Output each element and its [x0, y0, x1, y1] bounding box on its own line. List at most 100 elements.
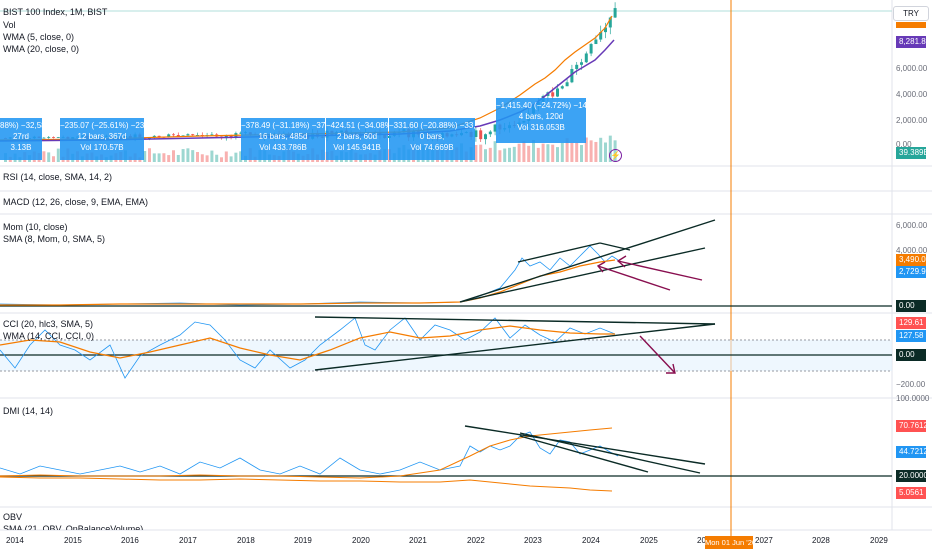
candle-body	[172, 134, 175, 136]
dmi-indicator-label[interactable]: DMI (14, 14)	[3, 406, 54, 416]
wma5-indicator-label[interactable]: WMA (5, close, 0)	[3, 32, 75, 42]
pane-separators	[0, 0, 932, 531]
volume-bar	[556, 147, 559, 162]
candle-body	[608, 17, 612, 28]
cci-wma-indicator-label[interactable]: WMA (14, CCI, CCI, 0)	[3, 331, 95, 341]
volume-bar	[148, 148, 151, 162]
candle-body	[52, 137, 55, 139]
measure-box[interactable]: 88%) −32,587 27rd 3.13B	[0, 118, 42, 160]
lightning-icon[interactable]: ⚡	[609, 149, 622, 162]
vol-indicator-label[interactable]: Vol	[3, 20, 16, 30]
volume-bar	[565, 138, 569, 162]
candle-body	[584, 53, 588, 63]
candle-body	[191, 134, 195, 136]
candle-body	[167, 134, 171, 138]
year-label: 2020	[352, 536, 370, 545]
volume-bar	[532, 140, 535, 162]
candle-body	[488, 131, 492, 135]
cursor-date-badge: Mon 01 Jun '26	[705, 536, 753, 549]
measure-box[interactable]: −424.51 (−34.08%) −4 2 bars, 60d Vol 145…	[326, 118, 388, 160]
measure-change: −235.07 (−25.61%) −23,507	[60, 121, 144, 130]
price-axis-tick: 6,000.00	[896, 64, 928, 73]
obv-sma-indicator-label[interactable]: SMA (21, OBV, OnBalanceVolume)	[3, 524, 144, 530]
candle-body	[551, 92, 555, 97]
volume-bar	[484, 149, 487, 162]
volume-badge: 39.389B	[896, 147, 926, 159]
measure-duration: 2 bars, 60d	[336, 132, 378, 141]
candle-body	[239, 132, 243, 134]
year-label: 2019	[294, 536, 312, 545]
dmi-pane-plot	[0, 425, 892, 492]
measure-duration: 27rd	[12, 132, 29, 141]
volume-bar	[517, 143, 521, 162]
dmi-level-badge: 20.0000	[896, 470, 926, 482]
volume-bar	[172, 150, 175, 162]
measure-box[interactable]: −235.07 (−25.61%) −23,507 12 bars, 367d …	[60, 118, 144, 160]
candle-body	[229, 135, 233, 138]
cci-axis-tick: −200.00	[896, 380, 926, 389]
volume-bar	[584, 137, 588, 162]
measure-change: −1,415.40 (−24.72%) −141,540	[496, 101, 586, 110]
candle-body	[493, 124, 497, 132]
rsi-indicator-label[interactable]: RSI (14, close, SMA, 14, 2)	[3, 172, 113, 182]
volume-bar	[239, 151, 243, 162]
volume-bar	[56, 148, 60, 162]
volume-bar	[580, 145, 583, 162]
volume-bar	[604, 142, 607, 162]
measure-change: −378.49 (−31.18%) −37,849	[241, 121, 325, 130]
cci-zero-badge: 0.00	[896, 349, 926, 361]
candle-body	[152, 135, 156, 138]
currency-button[interactable]: TRY	[893, 6, 929, 21]
mom-sma-indicator-label[interactable]: SMA (8, Mom, 0, SMA, 5)	[3, 234, 106, 244]
year-label: 2014	[6, 536, 24, 545]
cci-indicator-label[interactable]: CCI (20, hlc3, SMA, 5)	[3, 319, 94, 329]
wma20-indicator-label[interactable]: WMA (20, close, 0)	[3, 44, 80, 54]
price-axis-tick: 4,000.00	[896, 90, 928, 99]
year-label: 2022	[467, 536, 485, 545]
mom-indicator-label[interactable]: Mom (10, close)	[3, 222, 68, 232]
candle-body	[196, 134, 199, 136]
mom-badge: 3,490.00	[896, 254, 926, 266]
volume-bar	[152, 153, 156, 162]
mom-sma-badge: 2,729.98	[896, 266, 926, 278]
measure-volume: Vol 316.053B	[517, 123, 565, 132]
measure-change: −331.60 (−20.88%) −33,160	[389, 121, 475, 130]
volume-bar	[181, 149, 185, 162]
volume-bar	[143, 151, 147, 162]
volume-bar	[522, 141, 526, 162]
year-label: 2017	[179, 536, 197, 545]
year-label: 2015	[64, 536, 82, 545]
candle-body	[484, 134, 487, 140]
volume-bar	[234, 152, 238, 162]
volume-bar	[541, 143, 545, 162]
volume-bar	[594, 141, 598, 162]
candle-body	[42, 137, 46, 139]
volume-bar	[488, 147, 492, 162]
candle-body	[474, 130, 478, 137]
year-label: 2024	[582, 536, 600, 545]
macd-indicator-label[interactable]: MACD (12, 26, close, 9, EMA, EMA)	[3, 197, 149, 207]
cci-pane-plot	[0, 316, 892, 379]
volume-bar	[474, 145, 478, 162]
year-label: 2018	[237, 536, 255, 545]
measure-box[interactable]: −331.60 (−20.88%) −33,160 0 bars, Vol 74…	[389, 118, 475, 160]
candle-body	[556, 88, 559, 97]
measure-box[interactable]: −378.49 (−31.18%) −37,849 16 bars, 485d …	[241, 118, 325, 160]
volume-bar	[215, 154, 219, 162]
year-label: 2029	[870, 536, 888, 545]
measure-change: −424.51 (−34.08%) −4	[326, 121, 388, 130]
volume-bar	[162, 153, 166, 162]
cci-wma-badge: 127.58	[896, 330, 926, 342]
measure-duration: 4 bars, 120d	[518, 112, 564, 121]
obv-indicator-label[interactable]: OBV	[3, 512, 23, 522]
volume-bar	[220, 157, 223, 162]
measure-box[interactable]: −1,415.40 (−24.72%) −141,540 4 bars, 120…	[496, 98, 586, 143]
volume-bar	[608, 135, 612, 162]
mom-axis-tick: 6,000.00	[896, 221, 928, 230]
dmi-plus-badge: 70.7612	[896, 420, 926, 432]
volume-bar	[191, 150, 195, 162]
volume-bar	[224, 151, 228, 162]
wma-badge: 8,281.85	[896, 36, 926, 48]
volume-bar	[186, 148, 190, 162]
